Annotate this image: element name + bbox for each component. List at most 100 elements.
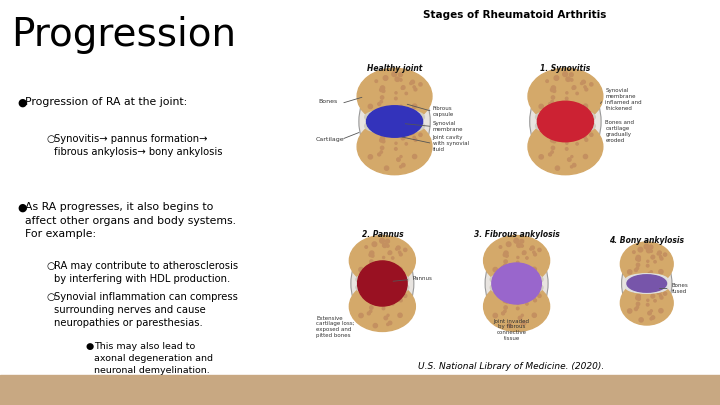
Circle shape bbox=[505, 254, 508, 257]
Circle shape bbox=[647, 264, 649, 267]
Circle shape bbox=[652, 316, 654, 319]
Circle shape bbox=[651, 296, 654, 298]
Circle shape bbox=[517, 289, 521, 293]
Circle shape bbox=[651, 256, 654, 259]
Circle shape bbox=[516, 261, 519, 264]
Circle shape bbox=[532, 313, 536, 318]
Circle shape bbox=[386, 285, 390, 289]
Circle shape bbox=[369, 264, 372, 266]
Text: ○: ○ bbox=[46, 134, 55, 144]
Circle shape bbox=[654, 300, 656, 302]
Circle shape bbox=[410, 133, 412, 135]
Circle shape bbox=[538, 248, 541, 252]
Circle shape bbox=[628, 270, 632, 274]
Circle shape bbox=[633, 251, 635, 254]
Circle shape bbox=[571, 156, 573, 158]
Circle shape bbox=[636, 267, 639, 269]
Circle shape bbox=[647, 248, 651, 253]
Circle shape bbox=[405, 143, 408, 145]
Circle shape bbox=[636, 263, 639, 266]
Circle shape bbox=[400, 166, 402, 168]
Circle shape bbox=[493, 313, 498, 318]
Circle shape bbox=[370, 306, 373, 309]
Circle shape bbox=[530, 248, 532, 250]
Text: Bones and
cartilage
gradually
eroded: Bones and cartilage gradually eroded bbox=[606, 120, 634, 143]
Circle shape bbox=[384, 316, 387, 320]
Circle shape bbox=[388, 252, 390, 254]
Text: 2. Pannus: 2. Pannus bbox=[361, 230, 403, 239]
Circle shape bbox=[523, 252, 525, 254]
Circle shape bbox=[499, 246, 502, 248]
Circle shape bbox=[400, 129, 402, 132]
Circle shape bbox=[375, 130, 377, 133]
Text: Joint invaded
by fibrous
connective
tissue: Joint invaded by fibrous connective tiss… bbox=[494, 318, 530, 341]
Circle shape bbox=[508, 277, 512, 282]
Circle shape bbox=[582, 81, 584, 83]
Circle shape bbox=[572, 113, 576, 117]
Circle shape bbox=[516, 307, 519, 310]
Circle shape bbox=[660, 256, 662, 258]
Ellipse shape bbox=[536, 109, 595, 125]
Circle shape bbox=[590, 83, 593, 86]
Circle shape bbox=[388, 275, 392, 279]
Circle shape bbox=[584, 136, 586, 139]
Circle shape bbox=[551, 139, 554, 142]
Circle shape bbox=[555, 166, 559, 170]
Ellipse shape bbox=[626, 274, 668, 286]
Circle shape bbox=[585, 139, 588, 141]
Circle shape bbox=[583, 154, 588, 159]
Text: Synovial
membrane
inflamed and
thickened: Synovial membrane inflamed and thickened bbox=[606, 88, 642, 111]
Circle shape bbox=[654, 260, 656, 263]
Circle shape bbox=[647, 260, 649, 262]
Circle shape bbox=[369, 297, 374, 301]
Circle shape bbox=[493, 267, 498, 272]
Circle shape bbox=[637, 297, 640, 300]
Circle shape bbox=[379, 88, 383, 92]
Circle shape bbox=[392, 303, 394, 305]
Circle shape bbox=[379, 239, 384, 243]
Circle shape bbox=[382, 90, 385, 92]
Circle shape bbox=[520, 239, 523, 243]
Circle shape bbox=[580, 133, 582, 135]
Circle shape bbox=[650, 310, 652, 312]
Circle shape bbox=[387, 269, 389, 271]
Text: ●: ● bbox=[17, 202, 27, 213]
Circle shape bbox=[398, 267, 402, 271]
Ellipse shape bbox=[621, 242, 673, 286]
Circle shape bbox=[647, 299, 649, 301]
Circle shape bbox=[582, 131, 584, 133]
Circle shape bbox=[572, 136, 576, 140]
Circle shape bbox=[534, 253, 536, 256]
Circle shape bbox=[395, 77, 400, 81]
Ellipse shape bbox=[349, 281, 415, 331]
Circle shape bbox=[404, 294, 407, 297]
Circle shape bbox=[504, 297, 508, 301]
Circle shape bbox=[504, 260, 508, 263]
Circle shape bbox=[539, 104, 544, 109]
Circle shape bbox=[392, 72, 397, 77]
Circle shape bbox=[566, 92, 568, 94]
Circle shape bbox=[379, 284, 384, 289]
Text: Cartilage: Cartilage bbox=[315, 137, 344, 142]
Circle shape bbox=[565, 97, 568, 100]
Circle shape bbox=[372, 288, 377, 292]
Circle shape bbox=[506, 288, 511, 292]
Circle shape bbox=[546, 80, 549, 83]
Circle shape bbox=[384, 116, 389, 120]
Circle shape bbox=[371, 301, 374, 303]
Circle shape bbox=[636, 302, 639, 306]
Text: Pannus: Pannus bbox=[413, 276, 432, 281]
Circle shape bbox=[583, 104, 588, 108]
Circle shape bbox=[378, 102, 381, 106]
Circle shape bbox=[637, 258, 640, 261]
Circle shape bbox=[373, 324, 377, 328]
Circle shape bbox=[567, 107, 571, 111]
Circle shape bbox=[387, 314, 389, 316]
Circle shape bbox=[526, 257, 528, 259]
Circle shape bbox=[570, 115, 573, 117]
Circle shape bbox=[413, 154, 417, 159]
Circle shape bbox=[399, 73, 402, 77]
Circle shape bbox=[502, 266, 505, 269]
Circle shape bbox=[521, 269, 523, 271]
Circle shape bbox=[551, 151, 554, 153]
